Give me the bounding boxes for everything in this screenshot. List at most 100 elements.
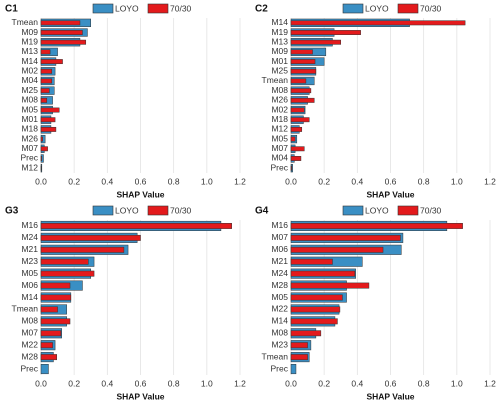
bar: [40, 306, 58, 313]
y-tick-label: M08: [271, 328, 288, 338]
legend-swatch: [397, 3, 419, 14]
bar: [40, 68, 53, 74]
x-tick-label: 0.4: [101, 378, 113, 388]
bar: [40, 318, 71, 325]
legend-swatch: [92, 205, 114, 216]
x-tick-label: 0.8: [418, 176, 430, 186]
x-tick-label: 0.8: [168, 378, 180, 388]
x-tick-label: 0.2: [68, 378, 80, 388]
panel-title: C2: [255, 4, 268, 15]
y-tick-label: Tmean: [262, 75, 289, 85]
y-tick-label: M07: [21, 143, 38, 153]
bar: [40, 39, 87, 45]
y-tick-label: Tmean: [262, 351, 289, 361]
x-tick-label: 0.2: [318, 378, 330, 388]
bar: [40, 354, 58, 361]
x-tick-label: 0.4: [101, 176, 113, 186]
y-tick-label: M16: [271, 220, 288, 230]
x-tick-label: 1.2: [484, 378, 496, 388]
y-tick-label: M09: [21, 27, 38, 37]
y-tick-label: Prec: [21, 153, 39, 163]
bar: [40, 30, 83, 35]
y-tick-label: M01: [271, 56, 288, 66]
x-tick-label: 1.0: [201, 176, 213, 186]
legend-label: 70/30: [170, 3, 192, 13]
bar: [290, 78, 307, 84]
bar: [290, 306, 341, 313]
x-axis-label: SHAP Value: [366, 391, 414, 401]
y-tick-label: M28: [271, 280, 288, 290]
y-tick-label: M05: [21, 268, 38, 278]
bar: [40, 258, 89, 265]
x-axis-label: SHAP Value: [116, 391, 164, 401]
x-tick-label: 1.2: [234, 176, 246, 186]
x-tick-label: 1.0: [451, 378, 463, 388]
bar: [40, 330, 62, 337]
bar: [290, 364, 297, 375]
panel: C1 LOYO 70/30 0.0 0.2 0.4 0.6 0.8 1.0 1.2 SHAP Val…: [5, 3, 246, 199]
x-axis-label: SHAP Value: [366, 189, 414, 199]
x-tick-label: 0.8: [418, 378, 430, 388]
bar: [290, 354, 308, 361]
y-tick-label: M23: [21, 256, 38, 266]
x-tick-label: 0.6: [135, 378, 147, 388]
x-tick-label: 0.6: [385, 378, 397, 388]
bar: [290, 318, 338, 325]
legend-swatch: [342, 205, 364, 216]
legend-label: 70/30: [420, 205, 442, 215]
x-tick-label: 0.8: [168, 176, 180, 186]
bar: [290, 165, 293, 171]
y-tick-label: M26: [21, 133, 38, 143]
bar: [290, 39, 341, 45]
y-tick-label: M28: [21, 351, 38, 361]
y-tick-label: M07: [21, 328, 38, 338]
bar: [40, 294, 72, 301]
y-tick-label: M22: [271, 304, 288, 314]
y-tick-label: M13: [21, 46, 38, 56]
y-tick-label: M05: [21, 104, 38, 114]
x-tick-label: 0.0: [35, 176, 47, 186]
x-tick-label: 0.6: [385, 176, 397, 186]
y-tick-label: M07: [271, 232, 288, 242]
bar: [40, 342, 53, 349]
y-tick-label: M04: [271, 153, 288, 163]
y-tick-label: M07: [271, 143, 288, 153]
y-tick-label: M08: [21, 95, 38, 105]
bar: [290, 126, 303, 132]
y-tick-label: M14: [21, 292, 38, 302]
y-tick-label: Prec: [271, 162, 289, 172]
bar: [290, 282, 370, 289]
x-tick-label: 1.2: [484, 176, 496, 186]
panel-title: C1: [5, 4, 18, 15]
legend-swatch: [92, 3, 114, 14]
bar: [290, 258, 333, 265]
bar: [290, 156, 302, 161]
y-tick-label: M05: [271, 292, 288, 302]
y-tick-label: M26: [271, 95, 288, 105]
legend-label: 70/30: [420, 3, 442, 13]
bar: [290, 97, 315, 103]
bar: [290, 59, 316, 65]
bar: [290, 234, 401, 241]
bar: [290, 117, 310, 123]
x-tick-label: 0.4: [351, 378, 363, 388]
legend-label: LOYO: [115, 3, 139, 13]
bar: [40, 78, 53, 84]
panel: C2 LOYO 70/30 0.0 0.2 0.4 0.6 0.8 1.0 1.2 SHAP Val…: [255, 3, 496, 199]
y-tick-label: M01: [21, 114, 38, 124]
y-tick-label: M09: [271, 46, 288, 56]
y-tick-label: M24: [21, 232, 38, 242]
y-tick-label: M02: [21, 66, 38, 76]
bar: [40, 88, 50, 94]
x-tick-label: 0.6: [135, 176, 147, 186]
bar: [290, 146, 305, 152]
y-tick-label: M12: [21, 162, 38, 172]
y-tick-label: M21: [21, 244, 38, 254]
legend-swatch: [342, 3, 364, 14]
x-tick-label: 1.0: [201, 378, 213, 388]
x-axis-label: SHAP Value: [116, 189, 164, 199]
y-tick-label: Prec: [21, 363, 39, 373]
y-tick-label: M12: [271, 124, 288, 134]
bar: [40, 364, 49, 375]
legend-swatch: [147, 205, 169, 216]
